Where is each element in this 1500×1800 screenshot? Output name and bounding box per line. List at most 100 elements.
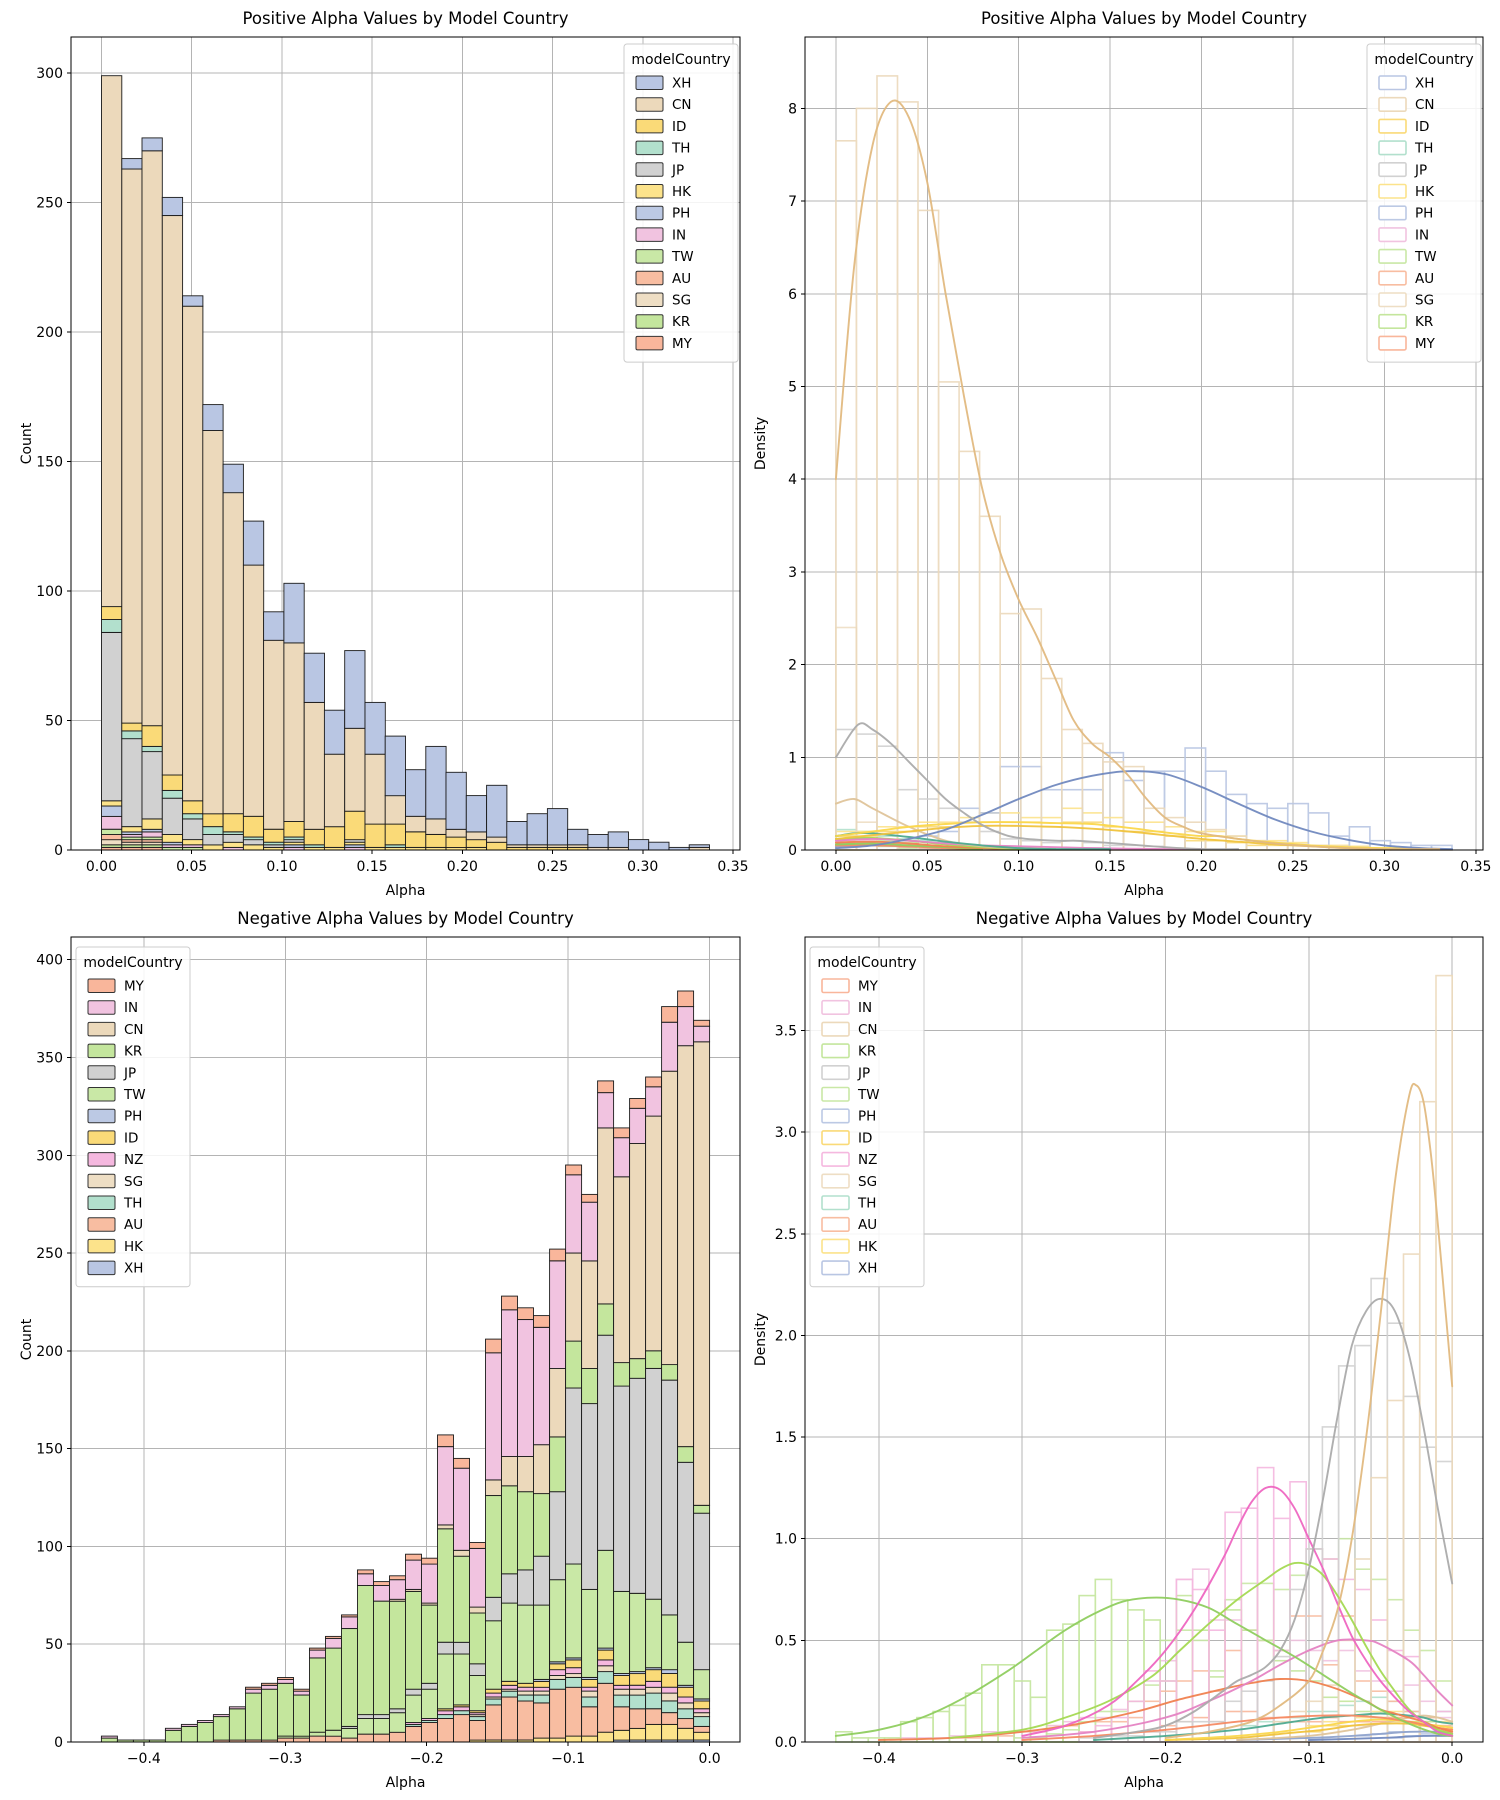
legend-swatch-HK [87, 1238, 116, 1254]
legend-label-JP: JP [671, 162, 684, 178]
legend-label-TH: TH [671, 141, 690, 157]
legend-label-TW: TW [671, 249, 694, 265]
bar-segment-CN [645, 1115, 663, 1352]
bar-segment-JP [437, 1641, 454, 1655]
bar-segment-AU [517, 1700, 534, 1741]
bar-segment-HK [597, 1731, 615, 1743]
bar-segment-XH [161, 196, 184, 216]
legend-label-MY: MY [1415, 336, 1436, 352]
legend-label-TW: TW [857, 1087, 880, 1103]
x-tick-label: 0.00 [820, 859, 851, 875]
legend-swatch-HK [635, 184, 664, 199]
bar-segment-CN [661, 1070, 679, 1366]
legend-label-MY: MY [672, 336, 693, 352]
legend-swatch-TW [635, 249, 664, 264]
bar-segment-TH [517, 1694, 534, 1702]
bar-segment-ID [303, 828, 325, 846]
bar-segment-IN [629, 1107, 647, 1144]
y-tick-label: 2 [788, 658, 797, 674]
legend: modelCountry MY IN CN KR JP TW PH ID NZ SG TH AU HK XH [809, 946, 925, 1288]
bar-segment-TH [485, 1698, 502, 1706]
bar-segment-CN [242, 564, 265, 817]
legend-label-PH: PH [672, 206, 690, 222]
bar-segment-XH [263, 611, 285, 641]
bar-segment-TH [549, 1678, 567, 1690]
bar-segment-ID [364, 823, 386, 848]
bar-segment-ID [161, 774, 184, 791]
legend-label-CN: CN [124, 1022, 144, 1038]
bar-segment-CN [613, 1176, 631, 1364]
bar-segment-XH [202, 404, 224, 431]
bar-segment-CN [693, 1041, 711, 1506]
y-axis-label: Count [19, 422, 35, 464]
bar-segment-ID [323, 826, 346, 848]
bar-segment-XH [283, 582, 305, 644]
x-tick-label: −0.1 [551, 1751, 585, 1767]
bar-segment-MY [405, 1553, 422, 1561]
legend-label-AU: AU [672, 271, 691, 287]
axis-ticks: 0.00 0.05 0.10 0.15 0.20 0.25 0.30 0.35 0 1 2 3 4 5 6 7… [788, 101, 1491, 875]
kde-curve-JP [834, 722, 1240, 851]
bar-segment-KR [180, 1725, 198, 1743]
bar-segment-CN [629, 1143, 647, 1360]
bar-segment-IN [469, 1547, 486, 1608]
legend-swatch-XH [635, 75, 664, 90]
bar-segment-IN [212, 1714, 230, 1718]
bar-segment-KR [405, 1590, 422, 1690]
bar-segment-NZ [613, 1684, 631, 1690]
y-tick-label: 350 [36, 1050, 63, 1066]
bar-segment-TH [693, 1716, 711, 1727]
legend-swatch-TH [821, 1195, 850, 1211]
legend-swatch-CN [821, 1021, 850, 1037]
legend-swatch-IN [821, 999, 850, 1016]
bar-segment-NZ [501, 1684, 518, 1690]
legend-swatch-PH [87, 1108, 116, 1124]
bar-segment-TW [501, 1602, 518, 1682]
bar-segment-CN [384, 795, 406, 825]
bar-segment-NZ [661, 1686, 679, 1694]
bar-segment-NZ [549, 1669, 567, 1676]
chart-title: Positive Alpha Values by Model Country [981, 9, 1307, 28]
bar-segment-MY [693, 1019, 711, 1027]
legend-title: modelCountry [1374, 52, 1473, 68]
x-tick-label: 0.35 [717, 859, 748, 875]
bar-segment-CN [486, 836, 508, 843]
bar-segment-MY [453, 1457, 470, 1469]
x-axis-label: Alpha [1124, 883, 1164, 899]
bar-segment-KR [389, 1600, 406, 1710]
x-axis-label: Alpha [386, 1775, 426, 1791]
bar-segment-JP [533, 1555, 550, 1606]
bar-segment-XH [627, 839, 650, 851]
x-tick-label: 0.25 [1277, 859, 1308, 875]
bar-segment-HK [565, 1735, 583, 1743]
bar-segment-NZ [629, 1684, 647, 1690]
bar-segment-JP [389, 1708, 406, 1714]
bar-segment-CN [597, 1127, 615, 1305]
y-tick-label: 300 [36, 1148, 63, 1164]
y-tick-label: 0.5 [775, 1633, 797, 1649]
legend-swatch-HK [1378, 183, 1407, 199]
bar-segment-KR [549, 1436, 567, 1493]
bar-segment-PH [101, 805, 123, 817]
y-tick-label: 2.0 [775, 1328, 797, 1344]
bar-segment-AU [469, 1720, 486, 1741]
bar-segment-JP [141, 751, 163, 820]
bar-segment-ID [613, 1675, 631, 1686]
y-tick-label: 50 [45, 1637, 63, 1653]
bar-segment-MY [549, 1248, 567, 1262]
bar-segment-AU [389, 1731, 406, 1743]
bar-segment-TW [629, 1592, 647, 1673]
bar-segment-JP [242, 839, 265, 846]
bar-segment-NZ [565, 1667, 583, 1675]
bar-segment-CN [323, 753, 346, 828]
bar-segment-ID [565, 1659, 583, 1669]
bar-segment-XH [222, 463, 244, 494]
bar-segment-TH [581, 1696, 599, 1708]
bar-segment-AU [357, 1733, 374, 1743]
legend-label-KR: KR [1415, 314, 1433, 330]
chart-title: Positive Alpha Values by Model Country [243, 9, 569, 28]
kde-curve-NZ [1021, 1485, 1454, 1737]
bar-segment-SG [517, 1690, 534, 1696]
